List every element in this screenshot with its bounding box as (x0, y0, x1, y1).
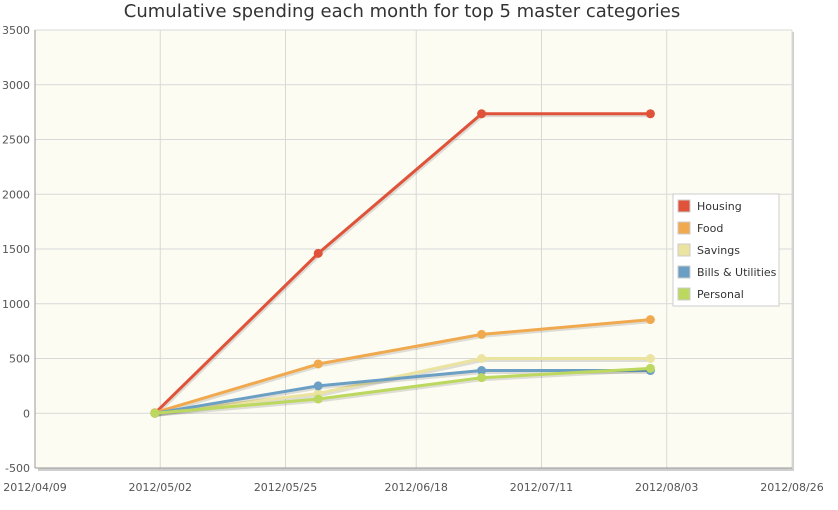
x-tick-label: 2012/08/03 (635, 481, 698, 494)
series-food (150, 315, 655, 418)
series-personal (150, 363, 655, 418)
data-point[interactable] (313, 359, 323, 369)
legend-swatch (677, 243, 691, 257)
data-point[interactable] (645, 354, 655, 363)
axes (34, 30, 792, 469)
y-tick-label: 3500 (2, 24, 30, 37)
data-point[interactable] (645, 363, 655, 373)
series-line-shadow (155, 368, 652, 417)
legend-label: Personal (697, 288, 744, 301)
series-group (150, 109, 655, 418)
legend-label: Food (697, 222, 723, 235)
series-housing (150, 109, 655, 418)
series-line (154, 366, 651, 415)
data-point[interactable] (477, 366, 487, 376)
y-tick-label: 1500 (2, 243, 30, 256)
y-tick-label: -500 (5, 462, 30, 475)
y-tick-label: 1000 (2, 298, 30, 311)
data-point[interactable] (313, 381, 323, 391)
data-point[interactable] (645, 315, 655, 325)
x-axis-ticks: 2012/04/09 2012/05/02 2012/05/25 2012/06/18… (3, 481, 823, 494)
legend-label: Savings (697, 244, 740, 257)
legend-swatch (677, 287, 691, 301)
y-tick-label: 500 (9, 353, 30, 366)
data-point[interactable] (313, 248, 323, 258)
series-line (154, 357, 651, 415)
data-point[interactable] (150, 408, 160, 418)
series-line (154, 318, 651, 415)
x-tick-label: 2012/04/09 (3, 481, 66, 494)
x-tick-label: 2012/08/26 (760, 481, 823, 494)
x-tick-label: 2012/07/11 (510, 481, 573, 494)
x-tick-label: 2012/05/25 (254, 481, 317, 494)
y-tick-label: 3000 (2, 79, 30, 92)
data-point[interactable] (477, 354, 487, 363)
series-line-shadow (155, 320, 652, 417)
gridlines (34, 29, 793, 469)
data-point[interactable] (313, 394, 323, 404)
x-tick-label: 2012/06/18 (385, 481, 448, 494)
series-line (153, 112, 651, 415)
legend: Housing Food Savings Bills & Utilities Perso… (672, 193, 780, 307)
series-line-shadow (154, 114, 652, 417)
y-tick-label: 2500 (2, 134, 30, 147)
data-point[interactable] (477, 329, 487, 339)
data-point[interactable] (477, 109, 487, 119)
data-point[interactable] (645, 109, 655, 119)
legend-label: Bills & Utilities (697, 266, 777, 279)
legend-swatch (677, 221, 691, 235)
data-point[interactable] (477, 373, 487, 383)
series-line (154, 369, 651, 415)
legend-box (672, 193, 780, 307)
y-axis-ticks: -500 0 500 1000 1500 2000 2500 3000 3500 (2, 24, 30, 475)
legend-swatch (677, 199, 691, 213)
y-tick-label: 0 (23, 407, 30, 420)
chart-title: Cumulative spending each month for top 5… (124, 1, 680, 22)
x-tick-label: 2012/05/02 (129, 481, 192, 494)
y-tick-label: 2000 (2, 188, 30, 201)
legend-label: Housing (697, 200, 742, 213)
legend-swatch (677, 265, 691, 279)
